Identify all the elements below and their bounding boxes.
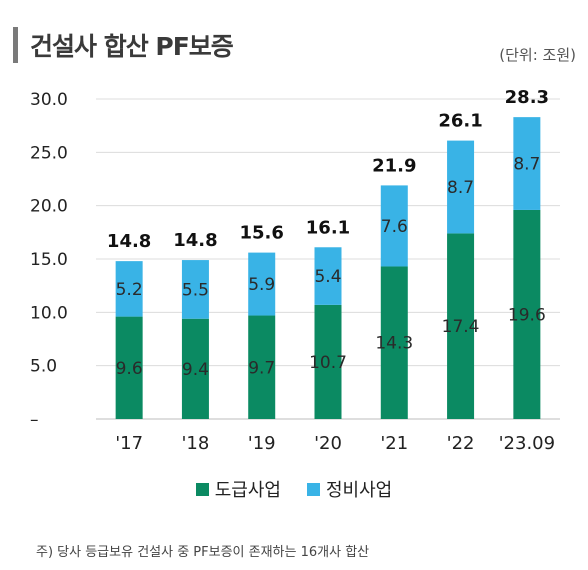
x-tick-label: '18: [181, 433, 209, 454]
total-label: 14.8: [107, 231, 151, 252]
data-label: 7.6: [381, 217, 408, 237]
total-label: 15.6: [240, 223, 284, 244]
total-label: 21.9: [372, 155, 416, 176]
data-label: 5.9: [248, 275, 275, 295]
legend-label: 도급사업: [214, 480, 281, 501]
y-tick-label: 20.0: [30, 197, 68, 217]
total-label: 14.8: [173, 230, 217, 251]
bar-segment-redevelopment: [513, 117, 541, 210]
data-label: 19.6: [508, 305, 546, 325]
bar-segment-contract: [513, 209, 541, 419]
x-tick-label: '23.09: [499, 433, 555, 454]
bar-segment-contract: [181, 318, 209, 419]
bar-segment-redevelopment: [314, 247, 342, 305]
data-label: 17.4: [442, 317, 480, 337]
y-tick-label: 30.0: [30, 90, 68, 110]
data-label: 14.3: [375, 334, 413, 354]
bar-segment-contract: [248, 315, 276, 419]
data-label: 8.7: [513, 155, 540, 175]
stacked-bar-chart: – 5.0 10.0 15.0 20.0 25.0 30.0 9.6 5.2 14.8 '17 9.4…: [30, 87, 560, 454]
bar-segment-redevelopment: [115, 261, 143, 317]
bar-segment-redevelopment: [447, 140, 475, 234]
data-label: 8.7: [447, 178, 474, 198]
legend: 도급사업 정비사업: [0, 476, 588, 502]
y-tick-label: 25.0: [30, 143, 68, 163]
data-label: 5.2: [116, 280, 143, 300]
y-tick-label: 5.0: [30, 357, 57, 377]
bar-segment-contract: [447, 233, 475, 419]
total-label: 16.1: [306, 217, 350, 238]
bar-segment-contract: [314, 304, 342, 419]
footnote: 주) 당사 등급보유 건설사 중 PF보증이 존재하는 16개사 합산: [36, 545, 370, 560]
data-label: 9.4: [182, 360, 209, 380]
bar-segment-redevelopment: [380, 185, 408, 267]
x-tick-label: '21: [380, 433, 408, 454]
x-tick-label: '20: [314, 433, 342, 454]
total-label: 28.3: [505, 87, 549, 108]
total-label: 26.1: [438, 111, 482, 132]
data-label: 10.7: [309, 353, 347, 373]
bar-segment-redevelopment: [248, 252, 276, 316]
legend-label: 정비사업: [326, 480, 393, 501]
unit-label: (단위: 조원): [499, 46, 576, 64]
data-label: 9.7: [248, 358, 275, 378]
chart-title: 건설사 합산 PF보증: [30, 32, 234, 61]
bar-segment-contract: [115, 316, 143, 419]
legend-item: 정비사업: [307, 476, 392, 502]
data-label: 5.4: [314, 267, 341, 287]
bar-segment-contract: [380, 266, 408, 419]
legend-swatch: [307, 482, 320, 496]
y-tick-label: –: [30, 410, 39, 430]
legend-swatch: [195, 482, 209, 496]
data-label: 5.5: [182, 280, 209, 300]
legend-item: 도급사업: [195, 476, 281, 502]
x-tick-label: '19: [248, 433, 276, 454]
data-label: 9.6: [116, 359, 143, 379]
title-accent-bar: [13, 27, 18, 63]
y-tick-label: 10.0: [30, 303, 68, 323]
y-tick-label: 15.0: [30, 250, 68, 270]
x-tick-label: '22: [447, 433, 475, 454]
bar-segment-redevelopment: [181, 260, 209, 319]
x-tick-label: '17: [115, 433, 143, 454]
